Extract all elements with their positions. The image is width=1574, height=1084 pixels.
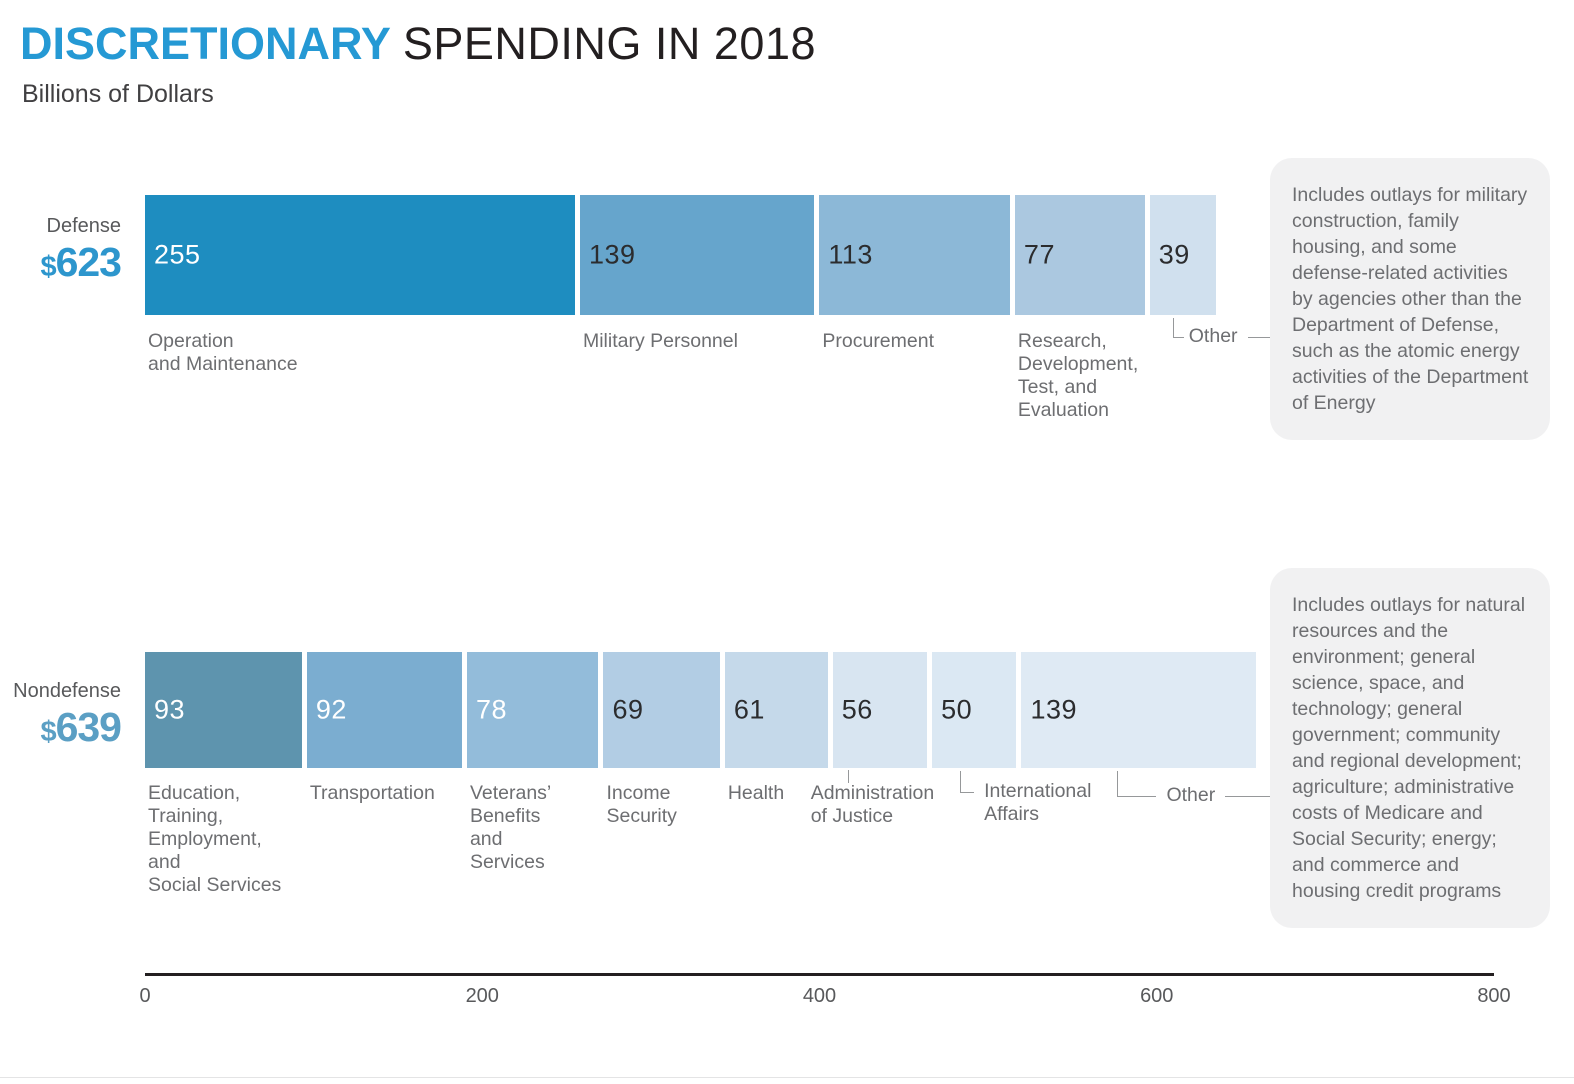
elbow-connector — [960, 771, 975, 793]
segment-label: Other — [1188, 325, 1238, 347]
elbow-connector — [1172, 318, 1184, 338]
segment-value: 77 — [1023, 239, 1055, 270]
x-axis-line — [145, 973, 1494, 976]
bar-segment-defense-3: 77 — [1014, 195, 1145, 315]
bar-segment-defense-0: 255 — [145, 195, 575, 315]
segment-value: 139 — [1030, 694, 1077, 725]
bar-segment-defense-1: 139 — [579, 195, 815, 315]
bar-segment-defense-4: 39 — [1149, 195, 1216, 315]
segment-value: 78 — [475, 694, 507, 725]
nondefense-total: $639 — [0, 704, 122, 753]
segment-label: Operation and Maintenance — [148, 330, 298, 375]
segment-label: Other — [1166, 784, 1216, 806]
dash-connector — [1247, 318, 1270, 338]
segment-label: Income Security — [606, 782, 677, 827]
defense-note-text: Includes outlays for military constructi… — [1292, 184, 1529, 414]
bar-segment-nondefense-5: 56 — [832, 652, 928, 768]
chart-subtitle: Billions of Dollars — [22, 80, 214, 108]
segment-label: Research, Development, Test, and Evaluat… — [1017, 330, 1139, 421]
nondefense-total-value: 639 — [55, 704, 122, 750]
segment-value: 39 — [1158, 239, 1190, 270]
bar-segment-nondefense-7: 139 — [1021, 652, 1256, 768]
segment-value: 93 — [154, 694, 186, 725]
axis-tick-label: 400 — [802, 985, 837, 1007]
segment-label: Veterans’ Benefits and Services — [469, 782, 552, 873]
segment-value: 139 — [588, 239, 636, 270]
bar-segment-nondefense-1: 92 — [306, 652, 462, 768]
callout-tick — [847, 770, 850, 783]
segment-value: 50 — [941, 694, 973, 725]
segment-label: Procurement — [822, 330, 935, 352]
bar-segment-nondefense-0: 93 — [145, 652, 302, 768]
elbow-connector — [1117, 771, 1157, 797]
callout-to-note: Other — [1117, 771, 1270, 807]
nondefense-note-box: Includes outlays for natural resources a… — [1270, 568, 1550, 928]
axis-tick-label: 600 — [1140, 985, 1174, 1007]
segment-value: 92 — [315, 694, 347, 725]
dollar-sign: $ — [40, 251, 56, 283]
title-rest: SPENDING IN 2018 — [402, 18, 817, 69]
defense-total-value: 623 — [55, 239, 122, 285]
defense-note-box: Includes outlays for military constructi… — [1270, 158, 1550, 440]
bar-segment-nondefense-3: 69 — [603, 652, 720, 768]
segment-label: Education, Training, Employment, and Soc… — [148, 782, 282, 896]
nondefense-group-label: Nondefense $639 — [0, 679, 122, 753]
segment-label: Administration of Justice — [810, 782, 935, 827]
defense-name: Defense — [46, 215, 122, 237]
segment-value: 113 — [828, 239, 873, 270]
segment-value: 61 — [733, 694, 765, 725]
segment-value: 69 — [612, 694, 644, 725]
bar-segment-nondefense-4: 61 — [724, 652, 828, 768]
bar-segment-nondefense-2: 78 — [466, 652, 599, 768]
segment-label: Transportation — [309, 782, 435, 804]
defense-group-label: Defense $623 — [0, 214, 122, 288]
axis-tick-label: 200 — [465, 985, 499, 1007]
dash-connector — [1225, 771, 1270, 797]
axis-tick-label: 800 — [1477, 985, 1511, 1007]
bottom-divider — [0, 1077, 1574, 1078]
segment-value: 255 — [154, 239, 201, 270]
callout-to-note: Other — [1172, 318, 1270, 348]
defense-total: $623 — [0, 239, 122, 288]
bar-segment-nondefense-6: 50 — [932, 652, 1017, 768]
segment-label: Health — [727, 782, 785, 804]
bar-segment-defense-2: 113 — [819, 195, 1010, 315]
segment-label: Military Personnel — [582, 330, 738, 352]
segment-label: International Affairs — [984, 780, 1092, 825]
axis-tick-label: 0 — [139, 985, 151, 1007]
dollar-sign: $ — [40, 716, 56, 748]
nondefense-note-text: Includes outlays for natural resources a… — [1292, 594, 1526, 902]
callout-elbow: International Affairs — [960, 771, 1091, 826]
page-title: DISCRETIONARY SPENDING IN 2018 — [20, 18, 816, 70]
nondefense-name: Nondefense — [13, 680, 121, 702]
segment-value: 56 — [841, 694, 873, 725]
title-accent: DISCRETIONARY — [20, 18, 391, 69]
